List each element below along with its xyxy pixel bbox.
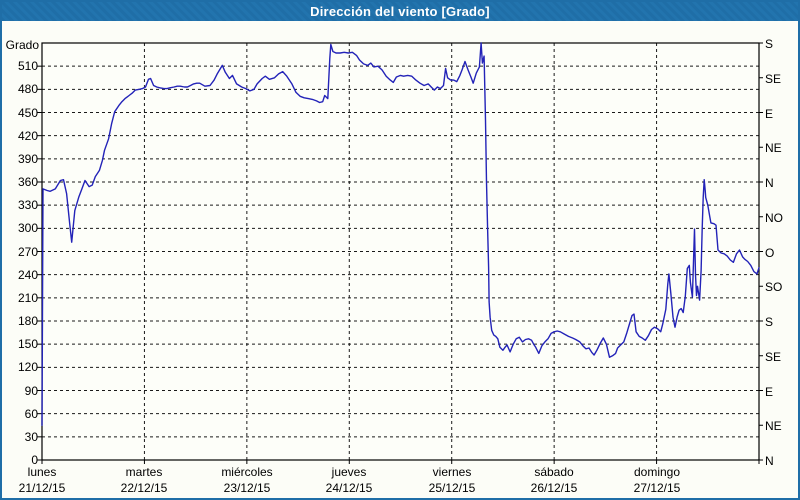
wind-direction-line — [41, 42, 760, 426]
y-tick-label: 60 — [24, 407, 38, 421]
y-tick-label: 420 — [17, 129, 38, 143]
compass-tick-label: E — [765, 107, 774, 121]
day-name-label: miércoles — [221, 465, 273, 479]
y-tick-label: 510 — [17, 59, 38, 73]
y-tick-label: 300 — [17, 221, 38, 235]
y-tick-label: 0 — [31, 453, 38, 467]
day-date-label: 26/12/15 — [530, 481, 578, 495]
y-tick-label: 150 — [17, 337, 38, 351]
compass-tick-label: NE — [765, 141, 782, 155]
day-name-label: sábado — [534, 465, 574, 479]
y-axis-title: Grado — [5, 38, 39, 52]
compass-tick-label: NE — [765, 419, 782, 433]
day-name-label: viernes — [432, 465, 472, 479]
compass-tick-label: SE — [765, 72, 782, 86]
y-tick-label: 120 — [17, 360, 38, 374]
compass-tick-label: SE — [765, 350, 782, 364]
compass-tick-label: NO — [765, 211, 783, 225]
chart-title: Dirección del viento [Grado] — [310, 4, 490, 19]
day-name-label: domingo — [633, 465, 681, 479]
compass-tick-label: SO — [765, 280, 783, 294]
y-tick-label: 30 — [24, 430, 38, 444]
y-tick-label: 330 — [17, 198, 38, 212]
day-date-label: 21/12/15 — [18, 481, 66, 495]
day-date-label: 23/12/15 — [223, 481, 271, 495]
day-date-label: 24/12/15 — [325, 481, 373, 495]
y-tick-label: 480 — [17, 82, 38, 96]
compass-tick-label: S — [765, 37, 774, 51]
y-tick-label: 210 — [17, 291, 38, 305]
compass-tick-label: N — [765, 454, 774, 468]
day-name-label: martes — [125, 465, 163, 479]
y-tick-label: 90 — [24, 384, 38, 398]
day-name-label: lunes — [27, 465, 57, 479]
day-date-label: 25/12/15 — [428, 481, 476, 495]
day-name-label: jueves — [331, 465, 367, 479]
day-date-label: 27/12/15 — [633, 481, 681, 495]
y-tick-label: 390 — [17, 152, 38, 166]
y-tick-label: 450 — [17, 106, 38, 120]
compass-tick-label: S — [765, 315, 774, 329]
chart-title-bar: Dirección del viento [Grado] — [2, 2, 798, 21]
y-tick-label: 360 — [17, 175, 38, 189]
compass-tick-label: N — [765, 176, 774, 190]
y-tick-label: 270 — [17, 245, 38, 259]
compass-tick-label: O — [765, 246, 775, 260]
compass-tick-label: E — [765, 385, 774, 399]
day-date-label: 22/12/15 — [120, 481, 168, 495]
y-tick-label: 180 — [17, 314, 38, 328]
y-tick-label: 240 — [17, 268, 38, 282]
